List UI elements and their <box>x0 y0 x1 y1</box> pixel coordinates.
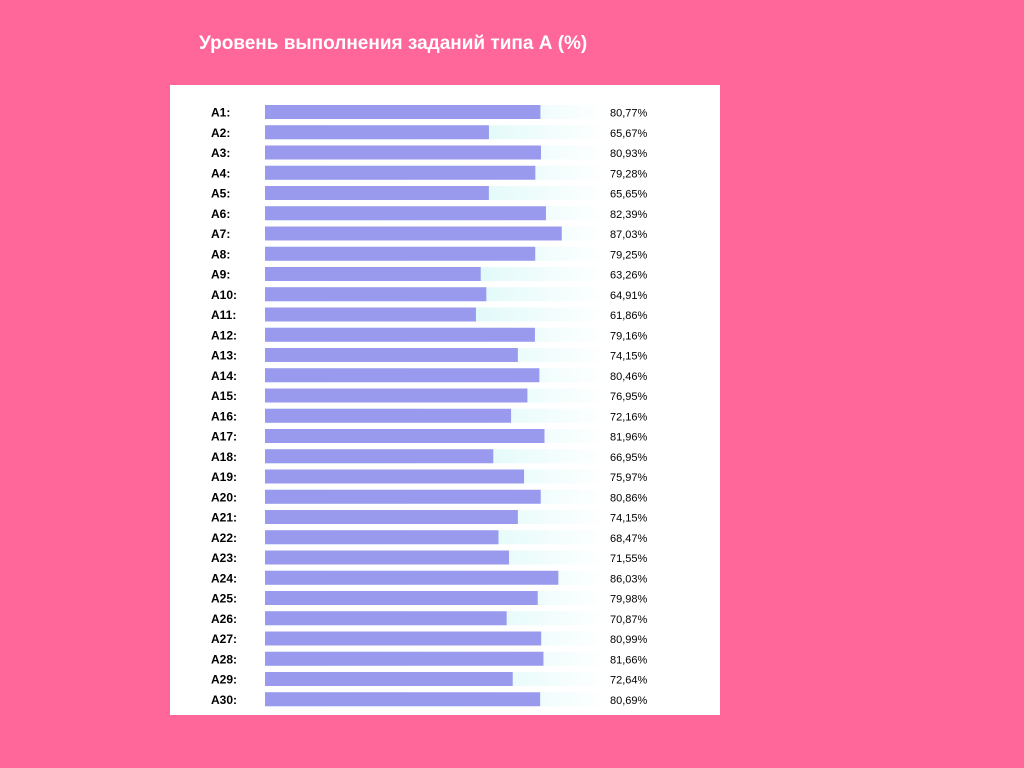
bar <box>265 226 562 241</box>
chart-title: Уровень выполнения заданий типа А (%) <box>199 33 588 54</box>
value-label: 63,26% <box>610 270 648 282</box>
bar <box>265 591 538 605</box>
bar <box>265 368 540 383</box>
category-label: А25: <box>211 592 237 606</box>
category-label: А10: <box>211 288 237 302</box>
value-label: 82,39% <box>610 209 648 221</box>
bar <box>265 307 476 322</box>
bar <box>265 186 489 200</box>
bar <box>265 105 541 119</box>
category-label: А27: <box>211 632 237 646</box>
bar <box>265 611 507 626</box>
bar <box>265 510 518 524</box>
bar <box>265 125 489 140</box>
value-label: 61,86% <box>610 310 648 322</box>
value-label: 71,55% <box>610 553 648 565</box>
value-label: 76,95% <box>610 391 648 403</box>
category-label: А14: <box>211 369 237 383</box>
category-label: А16: <box>211 409 237 423</box>
category-label: А30: <box>211 693 237 707</box>
value-label: 72,16% <box>610 411 648 423</box>
bar <box>265 145 541 160</box>
category-label: А11: <box>211 308 236 322</box>
category-label: А6: <box>211 207 230 221</box>
category-label: А22: <box>211 531 237 545</box>
bar <box>265 489 541 504</box>
value-label: 74,15% <box>610 351 648 363</box>
value-label: 80,99% <box>610 634 648 646</box>
value-label: 74,15% <box>610 513 648 525</box>
bar <box>265 550 509 565</box>
bar <box>265 388 528 403</box>
category-label: А26: <box>211 612 237 626</box>
category-label: А24: <box>211 571 237 585</box>
value-label: 79,25% <box>610 249 648 261</box>
bar <box>265 267 481 281</box>
category-label: А13: <box>211 349 237 363</box>
bar <box>265 429 545 443</box>
category-label: А19: <box>211 470 237 484</box>
value-label: 86,03% <box>610 573 648 585</box>
chart-panel: А1: 80,77% А2: 65,67% А3: 80,93% А4: 79,28% А5: 6… <box>170 85 720 715</box>
category-label: А17: <box>211 430 237 444</box>
category-label: А12: <box>211 328 237 342</box>
value-label: 65,65% <box>610 189 648 201</box>
value-label: 68,47% <box>610 533 648 545</box>
value-label: 79,16% <box>610 330 648 342</box>
bar <box>265 327 535 342</box>
value-label: 80,69% <box>610 695 648 707</box>
bar <box>265 570 559 585</box>
category-label: А28: <box>211 652 237 666</box>
category-label: А18: <box>211 450 237 464</box>
value-label: 80,46% <box>610 371 648 383</box>
value-label: 81,66% <box>610 654 648 666</box>
bar <box>265 672 513 686</box>
value-label: 70,87% <box>610 614 648 626</box>
value-label: 72,64% <box>610 675 648 687</box>
bar <box>265 287 487 302</box>
category-label: А20: <box>211 490 237 504</box>
bar <box>265 530 499 545</box>
value-label: 87,03% <box>610 229 648 241</box>
bar <box>265 449 494 464</box>
value-label: 66,95% <box>610 452 648 464</box>
value-label: 79,98% <box>610 594 648 606</box>
category-label: А5: <box>211 187 230 201</box>
category-label: А3: <box>211 146 230 160</box>
bar <box>265 651 544 666</box>
bar <box>265 692 541 707</box>
bar <box>265 631 542 646</box>
bar-chart: А1: 80,77% А2: 65,67% А3: 80,93% А4: 79,28% А5: 6… <box>211 105 648 707</box>
category-label: А15: <box>211 389 237 403</box>
value-label: 65,67% <box>610 128 648 140</box>
category-label: А8: <box>211 247 230 261</box>
category-label: А29: <box>211 673 237 687</box>
bar <box>265 469 525 484</box>
value-label: 64,91% <box>610 290 648 302</box>
bar <box>265 348 518 362</box>
category-label: А2: <box>211 126 230 140</box>
category-label: А9: <box>211 268 230 282</box>
value-label: 79,28% <box>610 168 648 180</box>
category-label: А21: <box>211 511 237 525</box>
category-label: А1: <box>211 106 230 120</box>
value-label: 80,93% <box>610 148 648 160</box>
category-label: А7: <box>211 227 230 241</box>
bar <box>265 408 512 423</box>
category-label: А4: <box>211 166 230 180</box>
category-label: А23: <box>211 551 237 565</box>
value-label: 81,96% <box>610 432 648 444</box>
value-label: 75,97% <box>610 472 648 484</box>
value-label: 80,77% <box>610 108 648 120</box>
bar <box>265 206 546 221</box>
value-label: 80,86% <box>610 492 648 504</box>
bar <box>265 246 536 261</box>
bar <box>265 165 536 180</box>
